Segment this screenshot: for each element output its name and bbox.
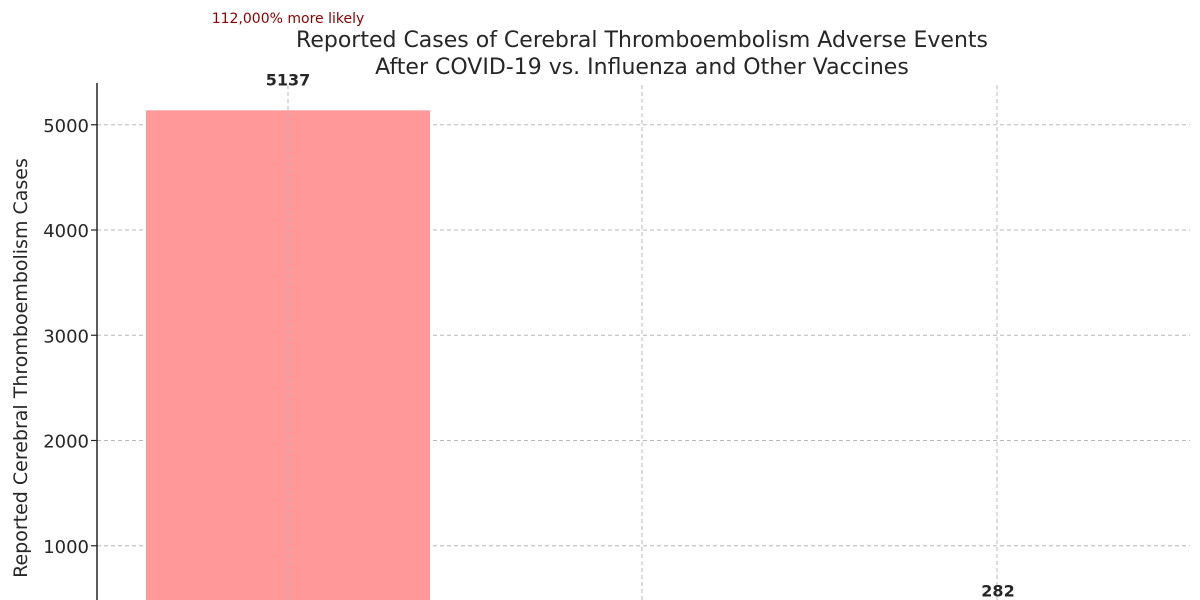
bar-layer [146, 85, 430, 600]
y-tick-label: 5000 [43, 116, 89, 137]
data-label-layer: 5137 282 [266, 70, 1015, 600]
y-tick-label: 1000 [43, 537, 89, 558]
bar-value-label: 5137 [266, 70, 311, 89]
y-tick-label: 3000 [43, 326, 89, 347]
tick-layer: 1000 2000 3000 4000 5000 [43, 116, 97, 558]
y-tick-label: 2000 [43, 432, 89, 453]
likelihood-annotation: 112,000% more likely [212, 11, 365, 27]
chart-title-line-1: Reported Cases of Cerebral Thromboemboli… [296, 28, 988, 53]
chart-title-line-2: After COVID-19 vs. Influenza and Other V… [375, 55, 909, 80]
bar-value-label: 282 [981, 581, 1014, 600]
y-axis-label: Reported Cerebral Thromboembolism Cases [10, 158, 32, 578]
y-tick-label: 4000 [43, 221, 89, 242]
